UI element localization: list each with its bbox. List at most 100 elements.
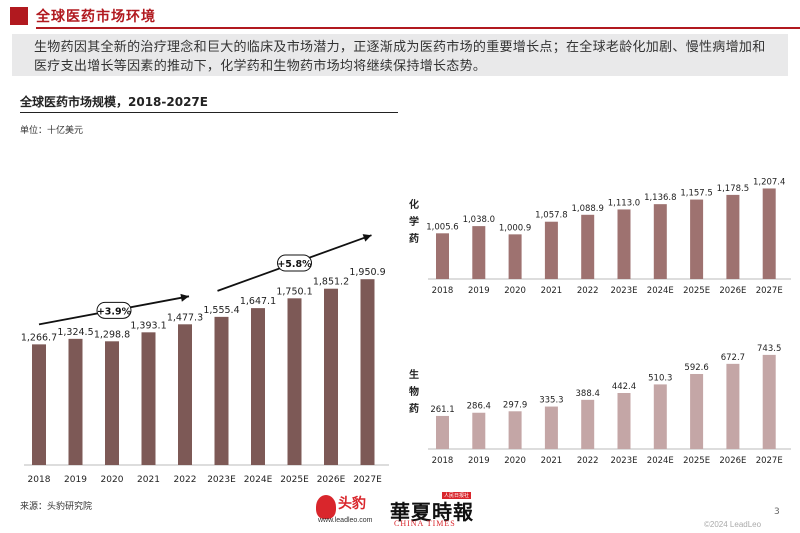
tick-label: 2027E (353, 475, 382, 485)
chemical-drug-chart: 1,005.6 2018 1,038.0 2019 1,000.9 2020 1,057.8… (409, 177, 791, 296)
tick-label: 2018 (28, 475, 51, 485)
data-label: 510.3 (648, 373, 672, 383)
data-label: 1,851.2 (313, 277, 349, 288)
bar (178, 324, 192, 465)
data-label: 1,393.1 (130, 320, 166, 331)
data-label: 1,057.8 (535, 211, 567, 221)
chinatimes-logo-en: CHINA TIMES (394, 519, 456, 528)
bar (544, 406, 558, 449)
tick-label: 2023E (610, 286, 637, 296)
leopard-icon (316, 495, 336, 519)
unit-label: 单位：十亿美元 (20, 126, 84, 136)
tick-label: 2020 (504, 456, 526, 466)
bar (617, 393, 631, 449)
data-label: 1,555.4 (203, 305, 239, 316)
bar (690, 199, 704, 279)
data-label: 1,750.1 (276, 286, 312, 297)
data-label: 1,178.5 (717, 184, 749, 194)
chinatimes-logo: 人民日报社 華夏時報 CHINA TIMES (390, 492, 478, 530)
section-rule (20, 112, 398, 113)
data-label: 1,157.5 (680, 189, 712, 199)
tick-label: 2023E (207, 475, 236, 485)
bar (508, 411, 522, 449)
data-label: 1,647.1 (240, 296, 276, 307)
data-label: 743.5 (757, 344, 781, 354)
leadleo-logo-text: 头豹 (338, 496, 366, 512)
tick-label: 2026E (719, 286, 746, 296)
cagr-arrow-head (180, 293, 189, 302)
leadleo-url: www.leadleo.com (318, 517, 373, 524)
data-label: 261.1 (430, 405, 454, 415)
tick-label: 2027E (756, 456, 783, 466)
bar (653, 384, 667, 449)
bar (472, 412, 486, 449)
tick-label: 2024E (647, 456, 674, 466)
bar (68, 338, 83, 465)
tick-label: 2021 (541, 286, 563, 296)
data-label: 1,113.0 (608, 198, 640, 208)
data-label: 335.3 (539, 396, 563, 406)
bar (508, 234, 522, 279)
intro-text: 生物药因其全新的治疗理念和巨大的临床及市场潜力，正逐渐成为医药市场的重要增长点；… (12, 34, 788, 76)
bar (141, 332, 156, 465)
tick-label: 2025E (280, 475, 309, 485)
data-label: 1,207.4 (753, 177, 785, 187)
bar (324, 288, 338, 465)
cagr-label: +5.8% (277, 259, 312, 270)
bar (581, 399, 595, 449)
bar (726, 194, 740, 279)
page-header: 全球医药市场环境 (0, 0, 800, 29)
bar (726, 363, 740, 449)
leadleo-logo: 头豹 www.leadleo.com (316, 493, 388, 529)
data-label: 1,950.9 (349, 267, 385, 278)
series-label-char: 学 (409, 215, 419, 228)
bar (436, 233, 449, 279)
data-label: 1,324.5 (57, 327, 93, 338)
cagr-badge (96, 301, 132, 319)
tick-label: 2027E (756, 286, 783, 296)
tick-label: 2024E (647, 286, 674, 296)
tick-label: 2022 (577, 456, 599, 466)
bar (105, 341, 119, 465)
chinatimes-tag: 人民日报社 (442, 492, 472, 499)
bar (472, 226, 486, 279)
data-label: 1,088.9 (571, 204, 603, 214)
biologic-drug-chart: 261.1 2018 286.4 2019 297.9 2020 335.3 2021 388.… (409, 344, 791, 466)
tick-label: 2023E (610, 456, 637, 466)
tick-label: 2021 (541, 456, 563, 466)
tick-label: 2022 (577, 286, 599, 296)
copyright: ©2024 LeadLeo (704, 520, 762, 529)
tick-label: 2018 (432, 286, 454, 296)
tick-label: 2021 (137, 475, 160, 485)
series-label-char: 化 (409, 198, 419, 211)
bar (690, 373, 704, 449)
bar (360, 279, 375, 465)
tick-label: 2018 (432, 456, 454, 466)
cagr-badge (277, 254, 312, 272)
tick-label: 2022 (174, 475, 197, 485)
tick-label: 2020 (101, 475, 124, 485)
data-label: 592.6 (684, 363, 708, 373)
data-label: 1,266.7 (21, 332, 57, 343)
bar (762, 188, 776, 279)
bar (32, 344, 46, 465)
tick-label: 2026E (719, 456, 746, 466)
main-market-chart: 1,266.7 2018 1,324.5 2019 1,298.8 2020 1,393.1… (21, 234, 389, 485)
header-rule (36, 27, 800, 29)
page-number: 3 (774, 507, 780, 517)
data-label: 1,477.3 (167, 312, 203, 323)
source-note: 来源：头豹研究院 (20, 502, 93, 512)
cagr-arrow-head (362, 234, 372, 242)
tick-label: 2019 (468, 286, 490, 296)
series-label-char: 药 (409, 232, 419, 245)
header-square-icon (10, 7, 28, 25)
bar (581, 214, 595, 279)
tick-label: 2024E (244, 475, 273, 485)
data-label: 1,038.0 (463, 215, 495, 225)
data-label: 388.4 (576, 389, 600, 399)
tick-label: 2026E (317, 475, 346, 485)
tick-label: 2025E (683, 456, 710, 466)
page-title: 全球医药市场环境 (36, 9, 156, 25)
data-label: 1,136.8 (644, 193, 676, 203)
data-label: 1,298.8 (94, 329, 130, 340)
